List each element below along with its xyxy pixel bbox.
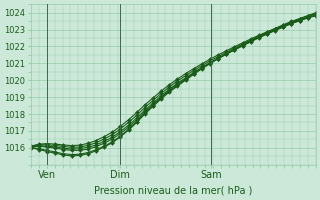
X-axis label: Pression niveau de la mer( hPa ): Pression niveau de la mer( hPa ) xyxy=(94,186,252,196)
